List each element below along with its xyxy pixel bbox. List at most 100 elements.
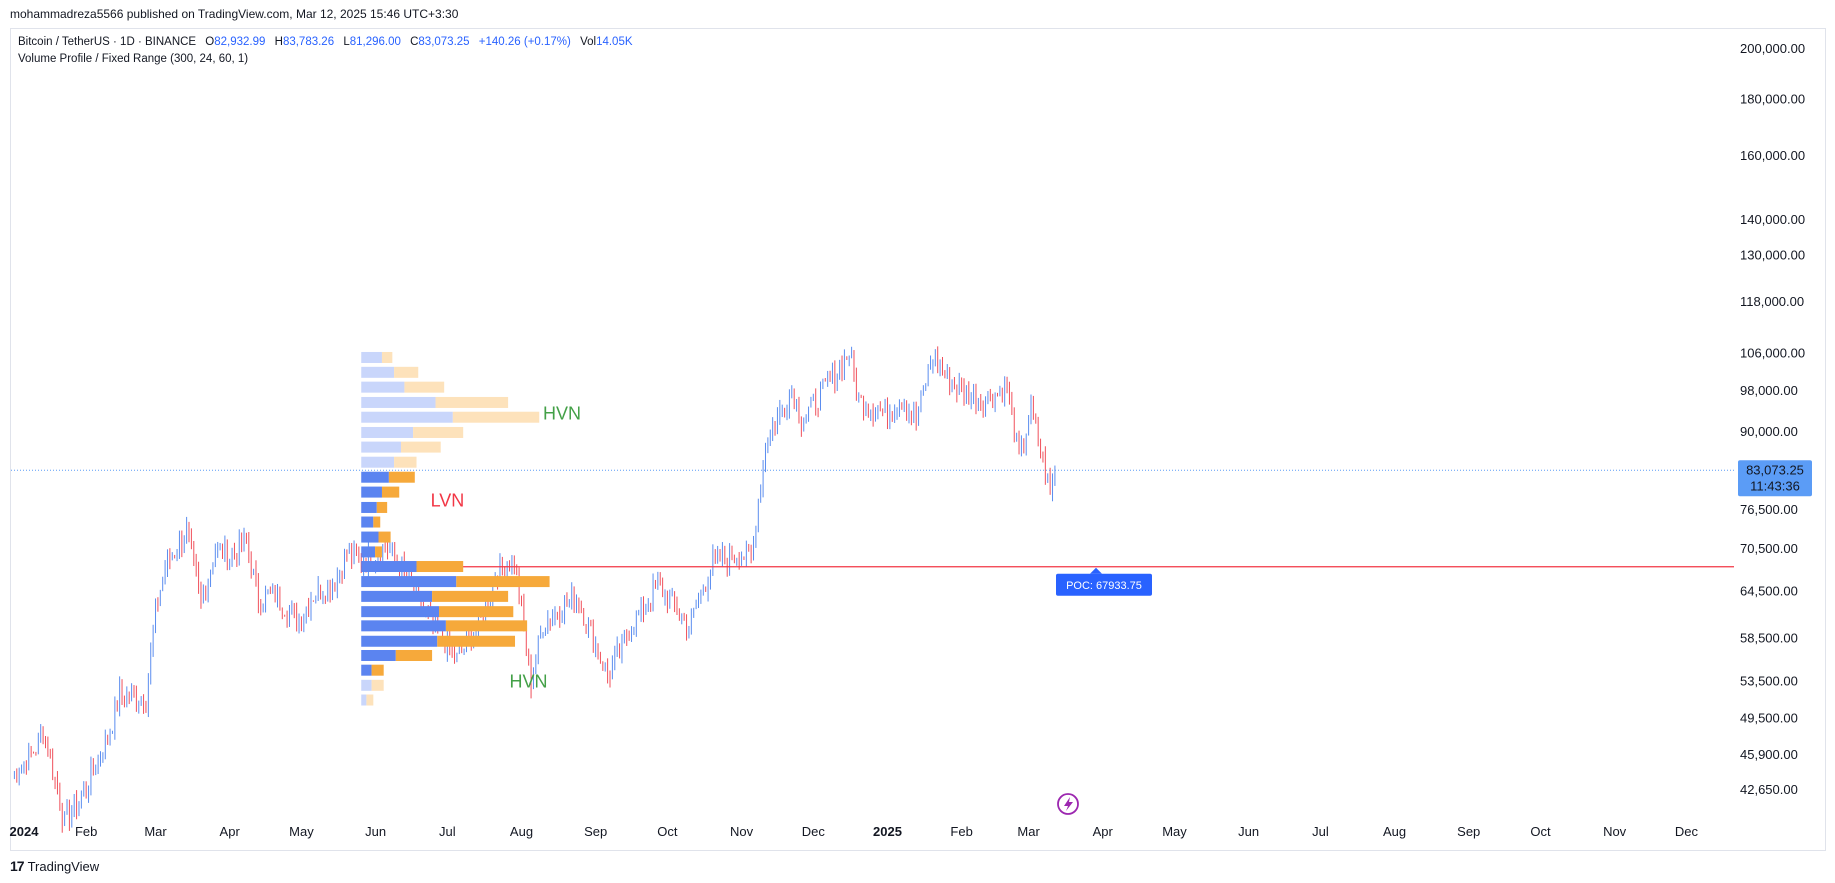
volume-profile-up-bar xyxy=(361,620,446,632)
volume-profile-down-bar xyxy=(388,471,415,483)
volume-profile-down-bar xyxy=(381,351,393,363)
time-axis: 2024 Feb Mar Apr May Jun Jul Aug Sep Oct Nov Dec 202… xyxy=(10,824,1699,839)
legend-ohlc-row: Bitcoin / TetherUS · 1D · BINANCE O82,93… xyxy=(18,34,633,51)
volume-profile-down-bar xyxy=(435,396,509,408)
legend-low-key: L xyxy=(343,36,350,48)
time-tick-label: Sep xyxy=(584,824,607,839)
legend-indicator[interactable]: Volume Profile / Fixed Range (300, 24, 6… xyxy=(18,53,249,65)
time-tick-label: Jun xyxy=(1238,824,1259,839)
volume-profile-down-bar xyxy=(371,679,384,691)
time-tick-label: Aug xyxy=(510,824,533,839)
time-tick-label: 2025 xyxy=(873,824,902,839)
legend-vol-key: Vol xyxy=(580,36,597,48)
volume-profile-up-bar xyxy=(361,396,436,408)
legend-high: 83,783.26 xyxy=(282,36,335,48)
volume-profile-down-bar xyxy=(373,516,381,528)
volume-profile-down-bar xyxy=(438,606,514,618)
price-tick-label: 70,500.00 xyxy=(1740,541,1798,556)
volume-profile-down-bar xyxy=(395,650,433,662)
zone-annotation: HVN xyxy=(510,671,548,691)
volume-profile-up-bar xyxy=(361,650,396,662)
volume-profile-up-bar xyxy=(361,486,382,498)
time-tick-label: Aug xyxy=(1383,824,1406,839)
poc-label-box xyxy=(1056,573,1152,596)
time-tick-label: Oct xyxy=(657,824,678,839)
time-tick-label: Dec xyxy=(1675,824,1699,839)
legend-close: 83,073.25 xyxy=(418,36,470,48)
volume-profile-up-bar xyxy=(361,471,389,483)
current-price-value: 83,073.25 xyxy=(1746,462,1804,477)
price-axis: 200,000.00 180,000.00 160,000.00 140,000.00… xyxy=(1740,41,1805,797)
price-tick-label: 49,500.00 xyxy=(1740,711,1798,726)
time-tick-label: May xyxy=(1162,824,1187,839)
volume-profile-up-bar xyxy=(361,351,382,363)
volume-profile-down-bar xyxy=(394,366,419,378)
volume-profile-up-bar xyxy=(361,516,374,528)
volume-profile-up-bar xyxy=(361,694,367,706)
price-tick-label: 106,000.00 xyxy=(1740,345,1805,360)
legend-low: 81,296.00 xyxy=(349,36,401,48)
price-tick-label: 42,650.00 xyxy=(1740,782,1798,797)
lightning-icon[interactable] xyxy=(1057,793,1079,815)
price-tick-label: 76,500.00 xyxy=(1740,502,1798,517)
price-tick-label: 58,500.00 xyxy=(1740,630,1798,645)
volume-profile-up-bar xyxy=(361,366,395,378)
volume-profile-up-bar xyxy=(361,531,379,543)
volume-profile-down-bar xyxy=(381,486,400,498)
poc-label-pointer xyxy=(1090,567,1102,574)
volume-profile-down-bar xyxy=(375,546,382,558)
time-tick-label: Mar xyxy=(144,824,167,839)
time-tick-label: Oct xyxy=(1530,824,1551,839)
time-tick-label: Jun xyxy=(365,824,386,839)
volume-profile-down-bar xyxy=(432,590,509,602)
legend-change: +140.26 (+0.17%) xyxy=(478,36,571,48)
time-tick-label: Nov xyxy=(1603,824,1627,839)
bar-countdown: 11:43:36 xyxy=(1750,478,1800,493)
time-tick-label: Dec xyxy=(802,824,826,839)
legend-open: 82,932.99 xyxy=(214,36,266,48)
price-tick-label: 160,000.00 xyxy=(1740,148,1805,163)
price-tick-label: 118,000.00 xyxy=(1740,294,1804,309)
price-tick-label: 64,500.00 xyxy=(1740,584,1798,599)
footer-brand[interactable]: TradingView xyxy=(27,858,100,874)
time-tick-label: Jul xyxy=(439,824,456,839)
volume-profile-up-bar xyxy=(361,501,377,513)
price-tick-label: 90,000.00 xyxy=(1740,424,1798,439)
volume-profile-up-bar xyxy=(361,635,438,647)
price-tick-label: 180,000.00 xyxy=(1740,92,1805,107)
current-price-tag xyxy=(1738,460,1812,497)
volume-profile xyxy=(361,351,550,706)
legend-high-key: H xyxy=(274,36,283,48)
time-tick-label: Apr xyxy=(220,824,241,839)
publish-line: mohammadreza5566 published on TradingVie… xyxy=(10,7,459,21)
legend-symbol[interactable]: Bitcoin / TetherUS · 1D · BINANCE xyxy=(18,36,197,48)
time-tick-label: May xyxy=(289,824,314,839)
volume-profile-down-bar xyxy=(445,620,528,632)
volume-profile-down-bar xyxy=(452,411,540,423)
volume-profile-down-bar xyxy=(378,531,391,543)
price-tick-label: 130,000.00 xyxy=(1740,248,1805,263)
volume-profile-down-bar xyxy=(376,501,388,513)
volume-profile-up-bar xyxy=(361,381,405,393)
volume-profile-down-bar xyxy=(366,694,374,706)
chart-frame xyxy=(10,28,1826,851)
volume-profile-down-bar xyxy=(400,441,441,453)
volume-profile-up-bar xyxy=(361,664,372,676)
price-tick-label: 53,500.00 xyxy=(1740,673,1798,688)
volume-profile-down-bar xyxy=(456,576,550,588)
price-tick-label: 45,900.00 xyxy=(1740,747,1798,762)
volume-profile-up-bar xyxy=(361,411,453,423)
volume-profile-down-bar xyxy=(437,635,516,647)
chart-legend: Bitcoin / TetherUS · 1D · BINANCE O82,93… xyxy=(18,34,633,68)
volume-profile-down-bar xyxy=(413,426,464,438)
price-tick-label: 200,000.00 xyxy=(1740,41,1805,56)
volume-profile-up-bar xyxy=(361,590,433,602)
tradingview-logo-icon[interactable]: 17 xyxy=(10,858,25,874)
volume-profile-down-bar xyxy=(416,561,464,573)
volume-profile-up-bar xyxy=(361,456,395,468)
volume-profile-up-bar xyxy=(361,546,376,558)
zone-annotation: HVN xyxy=(543,404,581,424)
volume-profile-up-bar xyxy=(361,576,457,588)
price-tick-label: 98,000.00 xyxy=(1740,383,1798,398)
